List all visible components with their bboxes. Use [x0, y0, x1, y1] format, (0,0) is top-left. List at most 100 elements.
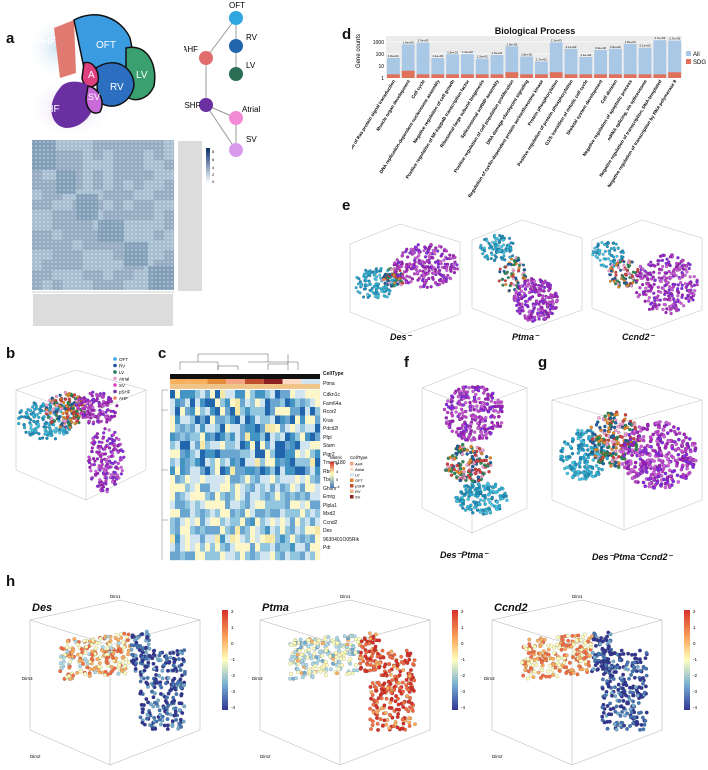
gene-row-label: Ghitm	[323, 485, 337, 492]
cell-point	[480, 430, 484, 434]
expr-point	[386, 651, 391, 656]
cell-point	[621, 419, 625, 423]
cell-point	[674, 432, 678, 436]
cell-point	[616, 424, 620, 429]
expr-point	[385, 686, 390, 690]
cell-point	[98, 478, 102, 482]
cell-point	[596, 452, 600, 456]
cell-point	[107, 437, 111, 441]
cell-point	[48, 408, 52, 412]
y-tick-label: 100	[376, 52, 385, 58]
cell-point	[681, 267, 686, 271]
cell-point	[453, 260, 457, 264]
cell-point	[629, 284, 633, 288]
cell-point	[90, 449, 94, 453]
color-scale-bar	[684, 610, 690, 710]
cell-point	[683, 282, 688, 286]
cell-point	[44, 425, 48, 429]
expr-point	[368, 662, 373, 667]
expr-point	[342, 634, 347, 639]
cell-point	[481, 484, 486, 488]
cell-point	[517, 269, 521, 273]
expr-point	[620, 678, 624, 683]
cell-point	[499, 421, 504, 425]
cell-point	[363, 279, 367, 283]
lineage-node-rv	[229, 39, 243, 53]
cell-point	[684, 264, 689, 268]
cell-point	[585, 459, 590, 464]
cell-point	[89, 469, 93, 473]
expr-point	[298, 645, 303, 650]
expr-point	[130, 635, 135, 639]
cell-point	[680, 258, 685, 262]
cell-point	[458, 463, 463, 467]
cell-point	[53, 437, 58, 441]
cell-point	[477, 446, 482, 451]
expr-point	[600, 667, 605, 671]
expr-point	[79, 647, 84, 651]
cell-point	[608, 423, 613, 427]
scale-tick: 8	[212, 149, 215, 154]
lineage-label-ahf: AHF	[184, 45, 198, 54]
expr-point	[165, 701, 169, 705]
cell-point	[615, 435, 619, 439]
bar-data-label: 1.8e+03	[625, 40, 636, 44]
expr-point	[570, 634, 575, 638]
cell-point	[389, 268, 393, 271]
cell-point	[675, 268, 679, 272]
cell-point	[425, 251, 429, 255]
bar-data-label: 3.6e+02	[610, 45, 621, 49]
cell-point	[383, 281, 387, 285]
cell-point	[685, 460, 690, 464]
cell-point	[388, 273, 392, 276]
cell-point	[613, 449, 618, 454]
expr-point	[168, 655, 173, 660]
cell-point	[687, 288, 691, 293]
cell-point	[491, 426, 495, 431]
expr-point	[105, 652, 110, 657]
lineage-node-sv	[229, 143, 243, 157]
cell-point	[503, 279, 507, 283]
cell-point	[633, 460, 638, 465]
cell-point	[467, 426, 472, 430]
cell-point	[617, 266, 621, 270]
expr-point	[619, 720, 624, 725]
cell-point	[483, 238, 487, 242]
expr-point	[593, 632, 597, 637]
expr-point	[564, 653, 569, 658]
cell-point	[474, 399, 478, 404]
color-scale-tick: 0	[231, 641, 234, 646]
cell-point	[120, 469, 124, 473]
legend-b-dot	[113, 389, 117, 394]
expr-point	[407, 657, 412, 662]
expr-point	[635, 719, 639, 724]
expr-point	[555, 635, 560, 640]
cell-point	[539, 311, 543, 315]
cell-point	[599, 438, 604, 442]
cell-point	[91, 437, 95, 441]
expr-point	[389, 649, 394, 654]
expr-point	[617, 698, 622, 703]
cell-point	[469, 473, 473, 477]
legend-b-label: RV	[119, 364, 125, 369]
expr-point	[358, 661, 363, 666]
cell-point	[613, 464, 618, 468]
cell-point	[577, 477, 582, 481]
cell-point	[670, 483, 674, 487]
expr-point	[152, 715, 157, 720]
cell-point	[457, 401, 462, 406]
cell-point	[28, 408, 32, 412]
expr-point	[126, 648, 131, 653]
cell-point	[693, 441, 697, 446]
expr-point	[638, 677, 643, 682]
cell-point	[591, 441, 595, 445]
cell-point	[665, 480, 670, 484]
cell-point	[104, 410, 108, 414]
expr-point	[375, 705, 379, 710]
expr-point	[621, 652, 626, 656]
cell-point	[458, 416, 462, 421]
expr-point	[369, 727, 373, 731]
cell-point	[533, 318, 537, 322]
cell-point	[100, 462, 104, 467]
axis-label-dim3: Dim3	[484, 676, 495, 681]
